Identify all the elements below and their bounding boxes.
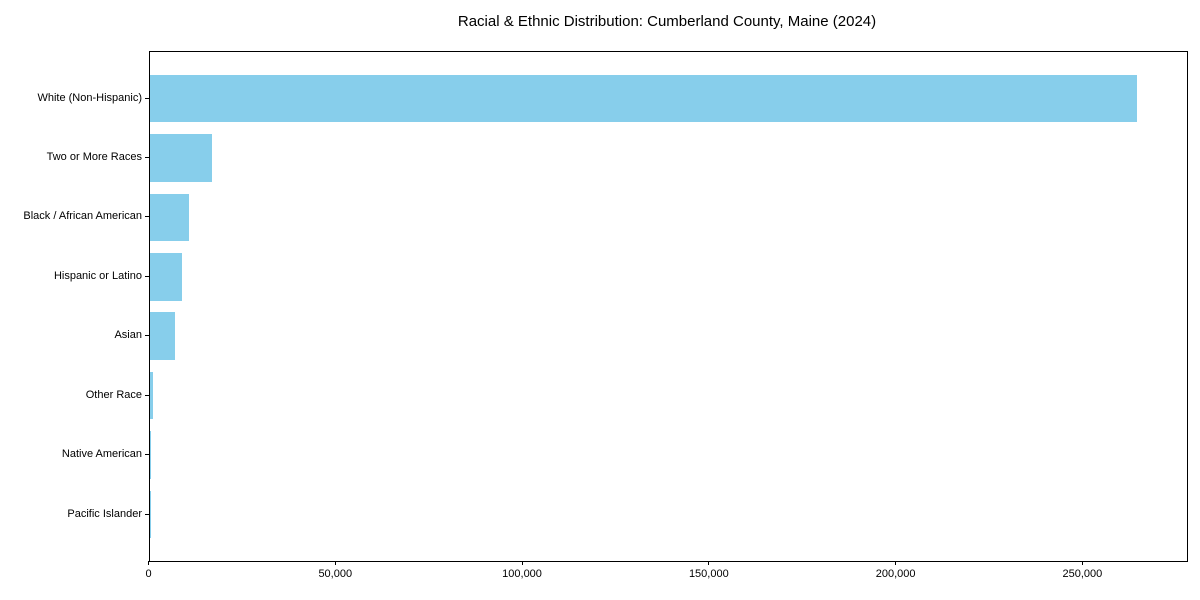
bar <box>149 312 175 360</box>
y-axis-tick-mark <box>144 156 149 158</box>
chart-title: Racial & Ethnic Distribution: Cumberland… <box>457 13 877 30</box>
x-axis-tick-label: 50,000 <box>318 568 353 580</box>
bar <box>149 193 190 242</box>
bar <box>149 431 151 479</box>
x-axis-tick-label: 200,000 <box>875 568 916 580</box>
plot-area <box>148 51 1188 562</box>
y-axis-tick-mark <box>144 513 149 515</box>
x-axis-tick-mark <box>895 561 897 565</box>
x-axis-tick-label: 100,000 <box>502 568 542 580</box>
y-axis-tick-mark <box>144 335 149 337</box>
y-axis-tick-label: Pacific Islander <box>67 507 142 520</box>
y-axis-tick-label: White (Non-Hispanic) <box>37 91 142 104</box>
x-axis-tick-mark <box>334 561 336 565</box>
y-axis-tick-mark <box>144 216 149 218</box>
x-axis-tick-mark <box>521 561 523 565</box>
y-axis-tick-label: Other Race <box>85 388 142 401</box>
x-axis-tick-mark <box>1081 561 1083 565</box>
y-axis-tick-mark <box>144 394 149 396</box>
y-axis-tick-label: Black / African American <box>23 210 142 223</box>
x-axis-tick-label: 250,000 <box>1062 568 1103 580</box>
y-axis-tick-label: Two or More Races <box>46 150 142 163</box>
y-axis-tick-label: Asian <box>114 329 142 342</box>
x-axis-tick-label: 150,000 <box>688 568 729 580</box>
y-axis-tick-label: Hispanic or Latino <box>53 269 142 282</box>
y-axis-tick-label: Native American <box>61 448 142 461</box>
x-axis-tick-label: 0 <box>145 568 152 580</box>
bar <box>149 371 154 420</box>
bar <box>149 134 213 182</box>
y-axis-tick-mark <box>144 454 149 456</box>
bar <box>149 253 182 301</box>
y-axis-tick-mark <box>144 275 149 277</box>
x-axis-tick-mark <box>708 561 710 565</box>
y-axis-tick-mark <box>144 97 149 99</box>
x-axis-tick-mark <box>148 561 149 565</box>
bar <box>149 74 1138 123</box>
